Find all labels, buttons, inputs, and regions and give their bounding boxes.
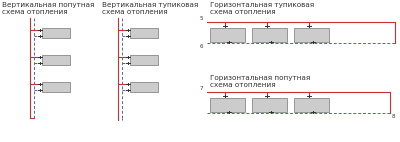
Text: 7: 7: [200, 86, 204, 91]
Bar: [252, 28, 287, 42]
Bar: [294, 98, 329, 112]
Bar: [130, 82, 158, 92]
Text: Вертикальная тупиковая
схема отопления: Вертикальная тупиковая схема отопления: [102, 2, 198, 15]
Bar: [294, 28, 329, 42]
Text: Горизонтальная попутная
схема отопления: Горизонтальная попутная схема отопления: [210, 75, 310, 88]
Text: 8: 8: [392, 114, 396, 119]
Text: Вертикальная попутная
схема отопления: Вертикальная попутная схема отопления: [2, 2, 94, 15]
Bar: [42, 55, 70, 65]
Bar: [42, 28, 70, 38]
Bar: [210, 98, 245, 112]
Text: Горизонтальная тупиковая
схема отопления: Горизонтальная тупиковая схема отопления: [210, 2, 314, 15]
Bar: [42, 82, 70, 92]
Bar: [130, 55, 158, 65]
Bar: [210, 28, 245, 42]
Text: 6: 6: [200, 44, 204, 49]
Bar: [252, 98, 287, 112]
Text: 5: 5: [200, 16, 204, 21]
Bar: [130, 28, 158, 38]
